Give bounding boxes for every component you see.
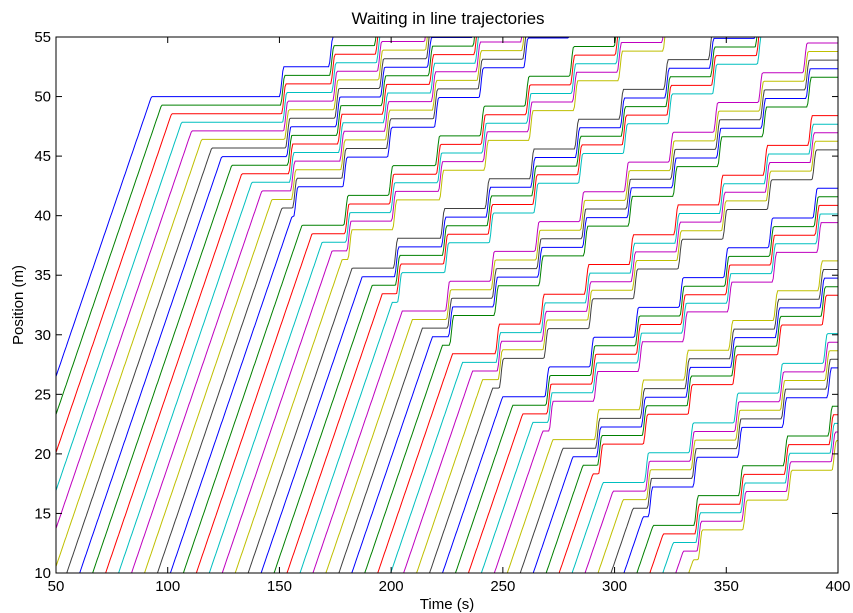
trajectory-line-53 [662,422,838,573]
trajectory-line-54 [675,431,838,573]
trajectory-line-16 [182,37,617,573]
trajectory-line-3 [56,37,379,453]
trajectory-line-15 [169,37,570,573]
x-tick-label: 150 [267,578,292,595]
x-tick-label: 200 [379,578,404,595]
trajectory-line-27 [325,51,838,573]
trajectory-line-11 [118,37,480,573]
plot-frame [55,36,839,574]
x-tick-label: 250 [490,578,515,595]
trajectory-line-35 [429,149,838,573]
y-tick-label: 40 [34,208,51,225]
trajectory-line-51 [636,405,838,573]
chart-title: Waiting in line trajectories [351,9,544,28]
trajectory-line-42 [519,269,838,573]
trajectory-line-55 [688,440,838,573]
trajectory-line-28 [338,59,838,573]
trajectory-line-38 [467,204,838,573]
trajectory-line-50 [623,367,838,573]
x-tick-label: 350 [714,578,739,595]
trajectory-line-41 [506,260,838,573]
y-tick-label: 45 [34,148,51,165]
trajectory-line-30 [364,76,838,573]
trajectory-line-23 [273,37,758,573]
trajectory-line-14 [156,37,527,573]
trajectory-line-33 [403,132,838,573]
trajectory-line-12 [130,37,523,573]
trajectory-line-49 [610,358,838,573]
x-tick-label: 50 [48,578,65,595]
plot-area [56,37,838,573]
trajectory-line-29 [351,68,838,573]
trajectory-line-36 [441,187,838,573]
x-axis-label: Time (s) [420,596,474,613]
trajectory-line-1 [56,37,374,377]
trajectory-line-2 [56,37,377,415]
trajectory-line-40 [493,222,838,573]
trajectory-line-46 [571,333,838,573]
trajectory-line-17 [195,37,619,573]
trajectory-line-48 [597,350,838,573]
y-axis-label: Position (m) [10,265,27,345]
axis-ticks: 50 100 150 200 250 300 350 400 10 15 20 25 30 35 40 45 5… [34,29,850,595]
trajectory-line-22 [260,37,756,573]
trajectory-line-13 [144,37,525,573]
trajectory-line-26 [312,42,838,573]
x-tick-label: 400 [825,578,850,595]
trajectory-line-45 [558,294,838,573]
trajectory-line-6 [56,37,428,567]
trajectory-line-31 [377,115,838,573]
y-tick-label: 55 [34,29,51,46]
trajectory-line-34 [416,140,838,573]
trajectory-line-43 [532,277,838,573]
trajectory-line-20 [234,37,666,573]
trajectory-line-37 [454,196,838,573]
trajectory-line-7 [66,37,430,573]
trajectory-line-52 [649,414,838,573]
y-tick-label: 50 [34,89,51,106]
y-tick-label: 25 [34,386,51,403]
trajectory-line-19 [221,37,664,573]
y-tick-label: 10 [34,565,51,582]
trajectory-line-24 [286,37,760,573]
trajectory-line-21 [247,37,712,573]
trajectory-line-25 [299,37,762,573]
x-tick-label: 300 [602,578,627,595]
y-tick-label: 35 [34,267,51,284]
x-tick-label: 100 [155,578,180,595]
trajectory-line-32 [390,123,838,573]
trajectory-line-10 [105,37,477,573]
trajectory-line-18 [208,37,621,573]
trajectory-line-4 [56,37,381,491]
trajectory-line-39 [480,213,838,573]
trajectory-line-47 [584,341,838,573]
trajectory-line-44 [545,286,838,573]
y-tick-label: 30 [34,327,51,344]
y-tick-label: 15 [34,505,51,522]
y-tick-label: 20 [34,446,51,463]
trajectory-line-5 [56,37,426,529]
trajectory-line-9 [92,37,476,573]
